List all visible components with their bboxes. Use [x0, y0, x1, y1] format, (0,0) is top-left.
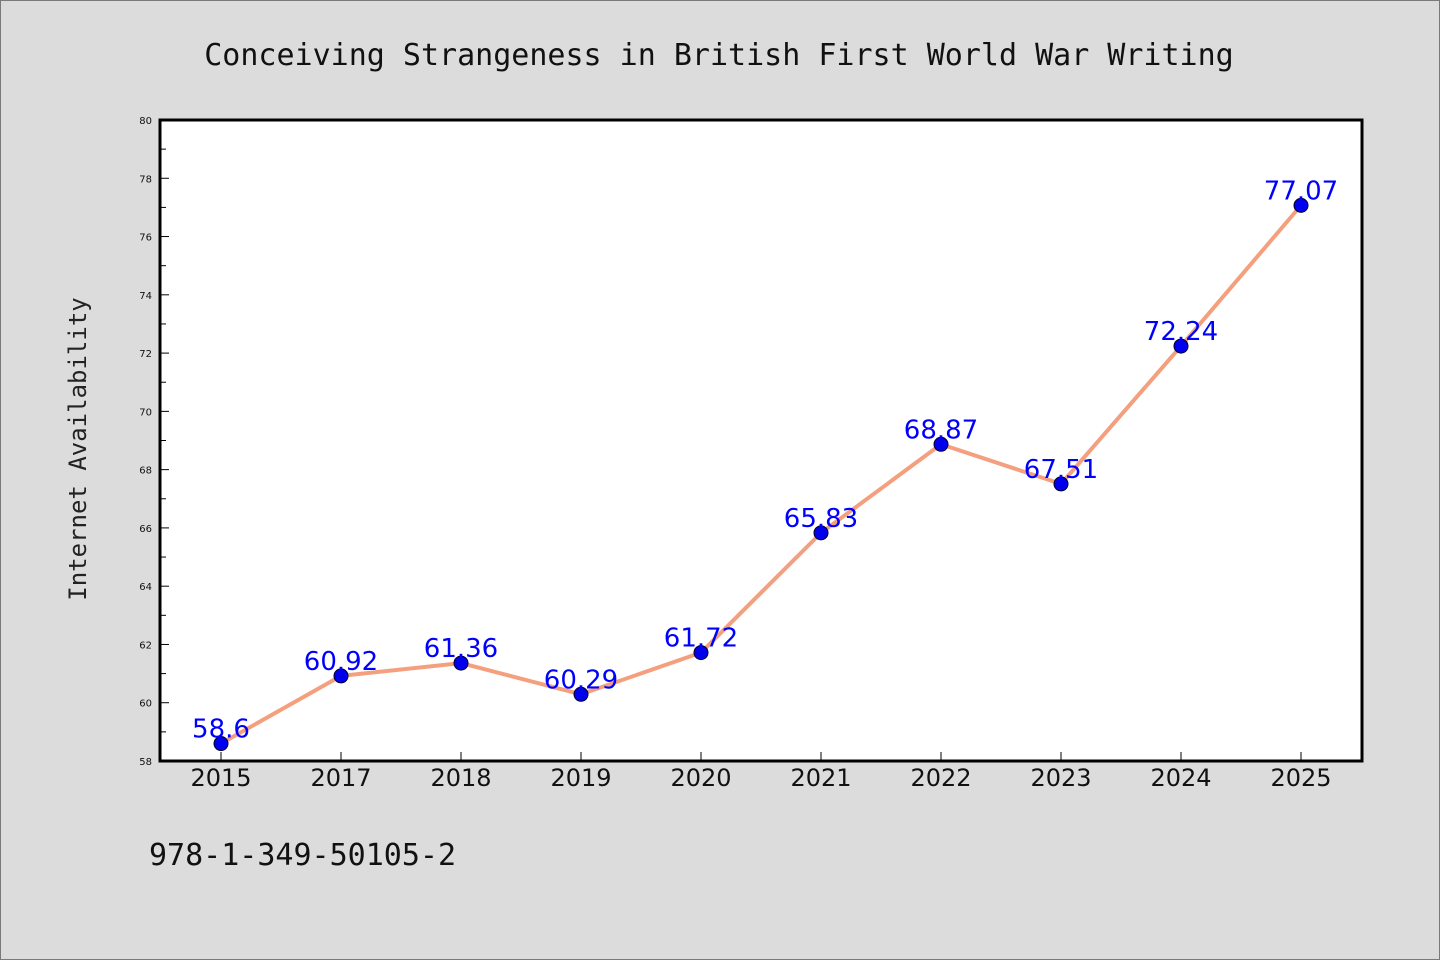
data-label: 60.29	[544, 665, 618, 695]
data-label: 65.83	[784, 504, 858, 534]
data-point	[1053, 476, 1069, 492]
series-line	[220, 204, 1303, 746]
data-label: 58.6	[192, 715, 250, 745]
data-point	[453, 655, 469, 671]
data-labels-layer: 58.6 60.92 61.36 60.29 61.72 65.83 68.87 67.51 7…	[192, 176, 1338, 744]
y-tick-label: 66	[139, 524, 152, 535]
data-label: 61.36	[424, 634, 498, 664]
chart-title: Conceiving Strangeness in British First …	[204, 38, 1234, 73]
x-tick-label: 2025	[1270, 764, 1331, 792]
data-point	[933, 436, 949, 452]
x-tick-label: 2018	[430, 764, 491, 792]
isbn-footer: 978-1-349-50105-2	[149, 838, 456, 873]
y-tick-label: 58	[139, 757, 152, 768]
x-tick-label: 2019	[550, 764, 611, 792]
y-axis-ticks: 58 60 62 64 66 68 70 72 74 76 78 80	[139, 116, 169, 768]
data-point	[213, 736, 229, 752]
y-tick-label: 62	[139, 640, 152, 651]
y-tick-label: 76	[139, 233, 152, 244]
y-tick-label: 72	[139, 349, 152, 360]
data-label: 68.87	[904, 415, 978, 445]
x-tick-label: 2024	[1150, 764, 1211, 792]
x-tick-label: 2017	[310, 764, 371, 792]
data-label: 60.92	[304, 647, 378, 677]
y-axis-label: Internet Availability	[64, 297, 92, 600]
x-tick-label: 2021	[790, 764, 851, 792]
y-tick-label: 64	[139, 582, 152, 593]
data-label: 72.24	[1144, 317, 1218, 347]
y-tick-label: 60	[139, 699, 152, 710]
data-label: 61.72	[664, 624, 738, 654]
y-tick-label: 78	[139, 174, 152, 185]
x-axis-ticks: 2015 2017 2018 2019 2020 2021 2022 2023 2024 2025	[190, 752, 1332, 792]
plot-area	[158, 118, 1364, 763]
data-point	[1173, 338, 1189, 354]
x-tick-label: 2020	[670, 764, 731, 792]
data-point	[1293, 197, 1309, 213]
data-label: 67.51	[1024, 455, 1098, 485]
data-point	[693, 645, 709, 661]
y-tick-label: 68	[139, 466, 152, 477]
y-tick-label: 70	[139, 407, 152, 418]
x-tick-label: 2022	[910, 764, 971, 792]
data-point	[813, 525, 829, 541]
series-layer	[220, 204, 1303, 746]
data-point	[333, 668, 349, 684]
y-tick-label: 74	[139, 291, 152, 302]
markers-layer	[213, 197, 1309, 752]
y-tick-label: 80	[139, 116, 152, 127]
data-point	[573, 686, 589, 702]
data-label: 77.07	[1264, 176, 1338, 206]
x-tick-label: 2015	[190, 764, 251, 792]
x-tick-label: 2023	[1030, 764, 1091, 792]
